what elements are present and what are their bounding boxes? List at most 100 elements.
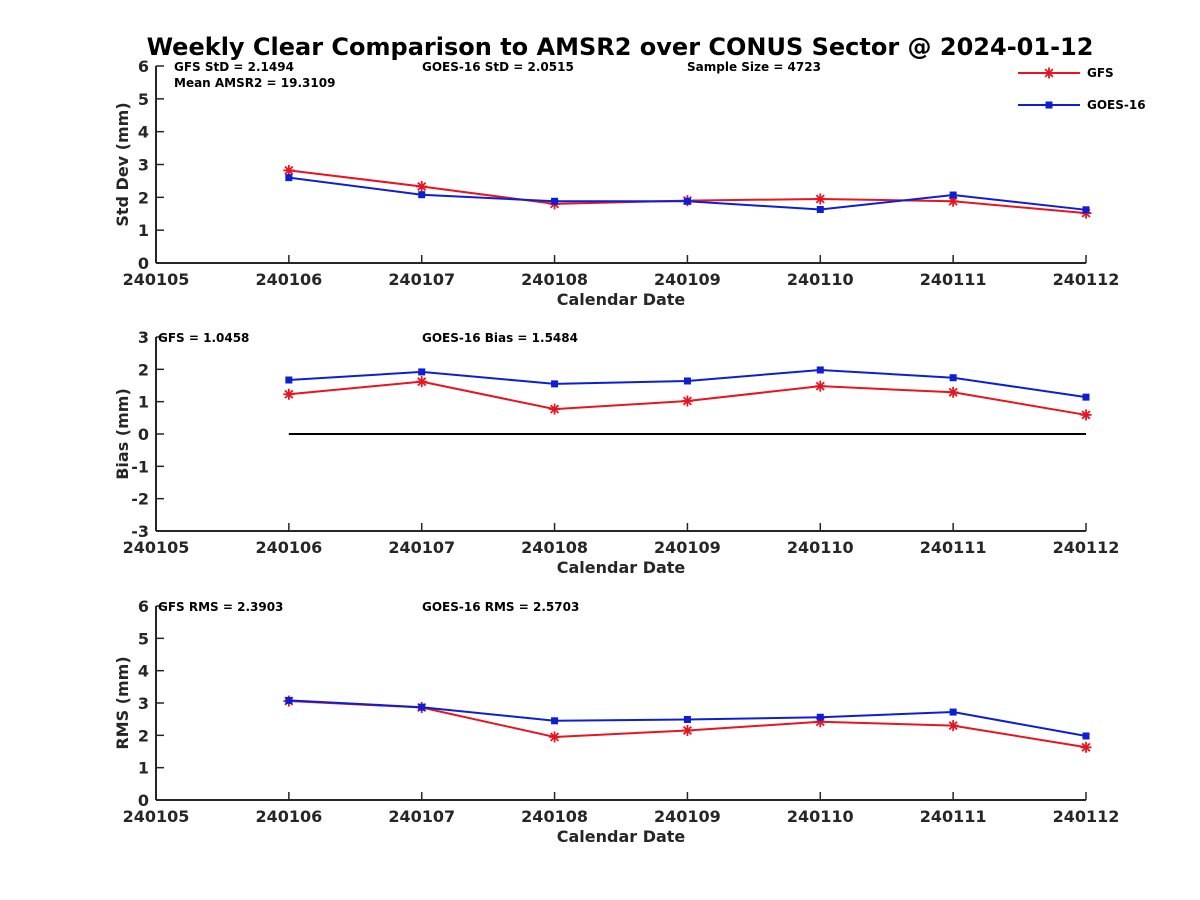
data-point-goes-16 — [816, 366, 824, 374]
x-tick-label: 240106 — [255, 270, 322, 289]
x-axis-label: Calendar Date — [557, 290, 686, 309]
legend-marker — [1045, 101, 1053, 109]
x-tick-label: 240109 — [654, 538, 721, 557]
y-tick-label: 3 — [138, 328, 149, 347]
data-point-goes-16 — [1082, 393, 1090, 401]
y-tick-label: 1 — [138, 759, 149, 778]
x-tick-label: 240108 — [521, 807, 588, 826]
y-tick-label: 0 — [138, 254, 149, 273]
data-point-goes-16 — [551, 717, 559, 725]
stat-annotation: GOES-16 Bias = 1.5484 — [422, 331, 578, 345]
data-point-goes-16 — [683, 377, 691, 385]
y-tick-label: 5 — [138, 629, 149, 648]
y-tick-label: 1 — [138, 393, 149, 412]
x-tick-label: 240110 — [787, 807, 854, 826]
series-line-gfs — [288, 169, 1087, 215]
data-point-goes-16 — [418, 191, 426, 199]
x-tick-label: 240109 — [654, 270, 721, 289]
y-tick-label: 5 — [138, 90, 149, 109]
panel-2: 240105 240106 240107 240108 240109 240110 2401… — [113, 328, 1119, 577]
panel-1: 240105 240106 240107 240108 240109 240110 2401… — [113, 57, 1119, 309]
x-tick-label: 240109 — [654, 807, 721, 826]
x-tick-label: 240112 — [1053, 270, 1120, 289]
data-point-goes-16 — [949, 374, 957, 382]
x-tick-label: 240106 — [255, 807, 322, 826]
x-axis-label: Calendar Date — [557, 558, 686, 577]
data-point-goes-16 — [1082, 732, 1090, 740]
x-tick-label: 240107 — [388, 538, 455, 557]
x-tick-label: 240105 — [123, 807, 190, 826]
x-tick-label: 240107 — [388, 807, 455, 826]
stat-annotation: GFS = 1.0458 — [158, 331, 249, 345]
y-tick-label: 1 — [138, 221, 149, 240]
data-point-gfs — [283, 388, 295, 400]
data-point-goes-16 — [418, 703, 426, 711]
tick-marks — [155, 336, 1087, 532]
data-point-gfs — [814, 193, 826, 205]
y-tick-label: 0 — [138, 425, 149, 444]
y-tick-label: 2 — [138, 188, 149, 207]
legend-marker — [1043, 67, 1055, 79]
data-point-gfs — [814, 380, 826, 392]
y-axis-label: RMS (mm) — [113, 656, 132, 749]
data-point-gfs — [283, 164, 295, 176]
data-point-goes-16 — [285, 376, 293, 384]
data-point-goes-16 — [949, 708, 957, 716]
data-point-goes-16 — [816, 205, 824, 213]
stat-annotation: GFS StD = 2.1494 — [174, 60, 294, 74]
x-tick-label: 240105 — [123, 270, 190, 289]
data-point-gfs — [1080, 409, 1092, 421]
y-tick-label: 3 — [138, 694, 149, 713]
legend-label: GOES-16 — [1087, 98, 1146, 112]
series-goes-16 — [285, 366, 1090, 401]
y-tick-label: 2 — [138, 726, 149, 745]
x-tick-label: 240106 — [255, 538, 322, 557]
series-goes-16 — [285, 696, 1090, 740]
data-point-goes-16 — [418, 368, 426, 376]
series-goes-16 — [285, 174, 1090, 214]
x-tick-label: 240111 — [920, 807, 987, 826]
panel-3: 240105 240106 240107 240108 240109 240110 2401… — [113, 597, 1119, 846]
x-tick-label: 240107 — [388, 270, 455, 289]
y-tick-label: -1 — [131, 457, 149, 476]
y-tick-label: 0 — [138, 791, 149, 810]
data-point-gfs — [681, 395, 693, 407]
y-tick-label: 6 — [138, 597, 149, 616]
x-tick-label: 240112 — [1053, 538, 1120, 557]
x-axis-label: Calendar Date — [557, 827, 686, 846]
data-point-goes-16 — [683, 715, 691, 723]
y-tick-label: 3 — [138, 156, 149, 175]
y-tick-label: 2 — [138, 360, 149, 379]
y-tick-label: -2 — [131, 490, 149, 509]
x-tick-label: 240111 — [920, 270, 987, 289]
y-axis-label: Bias (mm) — [113, 388, 132, 480]
data-point-goes-16 — [949, 191, 957, 199]
data-point-gfs — [947, 386, 959, 398]
y-tick-label: -3 — [131, 522, 149, 541]
legend-entry-gfs: GFS — [1018, 66, 1114, 80]
x-tick-label: 240108 — [521, 270, 588, 289]
data-point-goes-16 — [551, 197, 559, 205]
y-tick-label: 4 — [138, 123, 149, 142]
series-gfs — [283, 695, 1092, 753]
x-tick-label: 240105 — [123, 538, 190, 557]
y-tick-label: 6 — [138, 57, 149, 76]
stat-annotation: GFS RMS = 2.3903 — [158, 600, 283, 614]
data-point-gfs — [549, 403, 561, 415]
stat-annotation: Sample Size = 4723 — [687, 60, 821, 74]
data-point-goes-16 — [285, 696, 293, 704]
stat-annotation: Mean AMSR2 = 19.3109 — [174, 76, 335, 90]
data-point-gfs — [681, 724, 693, 736]
x-tick-label: 240111 — [920, 538, 987, 557]
stat-annotation: GOES-16 RMS = 2.5703 — [422, 600, 579, 614]
y-axis-label: Std Dev (mm) — [113, 102, 132, 226]
data-point-gfs — [416, 180, 428, 192]
data-point-goes-16 — [285, 174, 293, 182]
x-tick-label: 240112 — [1053, 807, 1120, 826]
x-tick-label: 240110 — [787, 270, 854, 289]
series-line-gfs — [288, 700, 1087, 749]
data-point-gfs — [549, 731, 561, 743]
data-point-goes-16 — [1082, 206, 1090, 214]
y-tick-label: 4 — [138, 662, 149, 681]
data-point-goes-16 — [551, 380, 559, 388]
